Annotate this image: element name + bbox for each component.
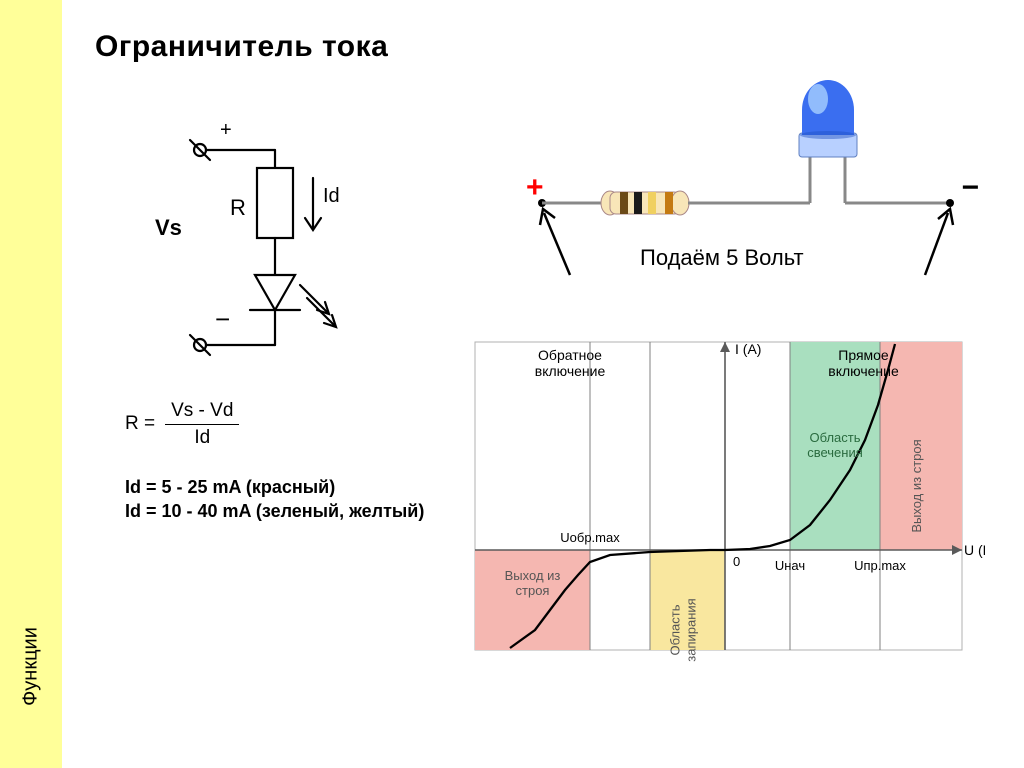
svg-text:I (A): I (A): [735, 341, 761, 357]
svg-text:строя: строя: [516, 583, 550, 598]
svg-text:Выход из: Выход из: [505, 568, 561, 583]
svg-text:Uпр.max: Uпр.max: [854, 558, 906, 573]
formula-numerator: Vs - Vd: [165, 400, 239, 425]
plus-label: +: [220, 120, 232, 141]
id-line-2: Id = 10 - 40 mA (зеленый, желтый): [125, 501, 424, 522]
minus-label: −: [215, 304, 230, 334]
svg-text:запирания: запирания: [684, 598, 699, 661]
svg-text:0: 0: [733, 554, 740, 569]
vs-label: Vs: [155, 215, 182, 240]
minus-terminal: −: [961, 171, 979, 205]
svg-text:свечения: свечения: [807, 445, 863, 460]
svg-text:U (B): U (B): [964, 542, 985, 558]
sidebar: Функции: [0, 0, 62, 768]
plus-terminal: +: [526, 171, 544, 205]
svg-text:Область: Область: [809, 430, 860, 445]
svg-text:Обратное: Обратное: [538, 347, 602, 363]
sidebar-label: Функции: [20, 627, 43, 706]
svg-text:Прямое: Прямое: [838, 347, 889, 363]
r-label: R: [230, 195, 246, 220]
formula-denominator: Id: [188, 425, 216, 449]
svg-text:включение: включение: [535, 363, 606, 379]
svg-text:Выход из строя: Выход из строя: [909, 439, 924, 532]
svg-text:Uобр.max: Uобр.max: [560, 530, 620, 545]
formula-block: R = Vs - Vd Id Id = 5 - 25 mA (красный) …: [125, 400, 424, 525]
formula: R = Vs - Vd Id: [125, 400, 424, 449]
led-icon: [799, 80, 857, 157]
voltage-caption: Подаём 5 Вольт: [640, 245, 804, 271]
svg-text:Uнач: Uнач: [775, 558, 805, 573]
formula-lhs: R =: [125, 413, 155, 435]
svg-text:включение: включение: [828, 363, 899, 379]
physical-circuit: + −: [510, 75, 985, 285]
id-line-1: Id = 5 - 25 mA (красный): [125, 477, 424, 498]
schematic-diagram: + R Vs Id −: [135, 120, 395, 390]
page-title: Ограничитель тока: [95, 30, 388, 64]
id-label: Id: [323, 185, 340, 207]
resistor-icon: [601, 191, 689, 215]
iv-chart: I (A)U (B)ОбратноевключениеПрямоевключен…: [450, 330, 985, 695]
svg-text:Область: Область: [668, 604, 683, 655]
